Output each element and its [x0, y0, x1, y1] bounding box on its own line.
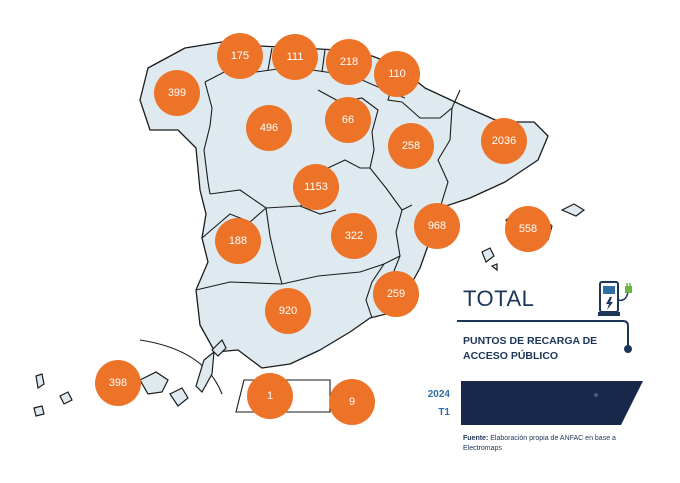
bubble-castilla-y-leon: 496 [246, 105, 292, 151]
period-year: 2024 [427, 389, 450, 400]
bubble-aragon: 258 [388, 123, 434, 169]
bubble-circle-aragon [388, 123, 434, 169]
bubble-canarias: 398 [95, 360, 141, 406]
bubble-value-la-rioja: 66 [342, 114, 354, 126]
bubble-value-murcia: 259 [387, 288, 405, 300]
bubble-value-cantabria: 111 [287, 51, 304, 63]
lanzarote [211, 338, 227, 357]
bubble-cantabria: 111 [272, 34, 318, 80]
bubble-value-asturias: 175 [231, 50, 249, 62]
bubble-circle-cataluna [481, 118, 527, 164]
bubble-circle-baleares [505, 206, 551, 252]
bubble-circle-cantabria [272, 34, 318, 80]
bubble-circle-asturias [217, 33, 263, 79]
bubble-circle-ceuta [247, 373, 293, 419]
bubble-circle-la-rioja [325, 97, 371, 143]
gran-canaria [169, 387, 189, 407]
menorca [560, 203, 586, 217]
bubble-circle-castilla-y-leon [246, 105, 292, 151]
la-palma [35, 373, 45, 390]
bubble-andalucia: 920 [265, 288, 311, 334]
source-label: Fuente: [463, 435, 489, 442]
formentera [490, 263, 498, 272]
page-title: TOTAL [463, 286, 535, 311]
tenerife [139, 371, 169, 395]
bubble-value-baleares: 558 [519, 223, 537, 235]
bubble-circle-madrid [293, 164, 339, 210]
bubble-murcia: 259 [373, 271, 419, 317]
bubble-value-madrid: 1153 [304, 181, 328, 193]
bubble-circle-castilla-la-mancha [331, 213, 377, 259]
period-label: 2024 T1 [414, 386, 450, 422]
bubble-madrid: 1153 [293, 164, 339, 210]
bubble-circle-melilla [329, 379, 375, 425]
bubble-circle-pais-vasco [326, 39, 372, 85]
ev-charger-icon [598, 281, 632, 316]
bubble-ceuta: 1 [247, 373, 293, 419]
bubble-circle-navarra [374, 51, 420, 97]
bubble-castilla-la-mancha: 322 [331, 213, 377, 259]
bubble-value-castilla-la-mancha: 322 [345, 230, 363, 242]
ibiza [481, 247, 495, 263]
bubble-value-pais-vasco: 218 [340, 56, 358, 68]
bubble-asturias: 175 [217, 33, 263, 79]
bubble-galicia: 399 [154, 70, 200, 116]
bubble-value-extremadura: 188 [229, 235, 247, 247]
source-text: Elaboración propia de ANFAC en base a El… [463, 435, 616, 452]
bubble-value-comunidad-valenciana: 968 [428, 220, 446, 232]
bubble-circle-galicia [154, 70, 200, 116]
el-hierro [33, 405, 45, 417]
bubble-circle-andalucia [265, 288, 311, 334]
bubble-value-cataluna: 2036 [492, 135, 516, 147]
bubble-value-andalucia: 920 [279, 305, 297, 317]
bubble-value-navarra: 110 [388, 68, 406, 80]
bubble-value-aragon: 258 [402, 140, 420, 152]
bubble-navarra: 110 [374, 51, 420, 97]
bubble-pais-vasco: 218 [326, 39, 372, 85]
source-note: Fuente: Elaboración propia de ANFAC en b… [463, 434, 633, 454]
bubble-value-castilla-y-leon: 496 [260, 122, 278, 134]
bubble-value-melilla: 9 [349, 396, 355, 408]
bubble-cataluna: 2036 [481, 118, 527, 164]
bubble-comunidad-valenciana: 968 [414, 203, 460, 249]
bubble-circle-murcia [373, 271, 419, 317]
fuerteventura [195, 350, 215, 393]
la-gomera [59, 391, 73, 405]
chart-subtitle: PUNTOS DE RECARGA DE ACCESO PÚBLICO [463, 335, 598, 362]
bubble-value-ceuta: 1 [267, 390, 273, 402]
title-underline [457, 320, 632, 353]
bubble-baleares: 558 [505, 206, 551, 252]
bubble-value-canarias: 398 [109, 377, 127, 389]
period-quarter: T1 [438, 407, 450, 418]
bubble-value-galicia: 399 [168, 87, 186, 99]
bubble-extremadura: 188 [215, 218, 261, 264]
data-panel [461, 381, 643, 425]
bubble-la-rioja: 66 [325, 97, 371, 143]
bubble-circle-comunidad-valenciana [414, 203, 460, 249]
bubble-circle-canarias [95, 360, 141, 406]
bubble-melilla: 9 [329, 379, 375, 425]
bubble-circle-extremadura [215, 218, 261, 264]
